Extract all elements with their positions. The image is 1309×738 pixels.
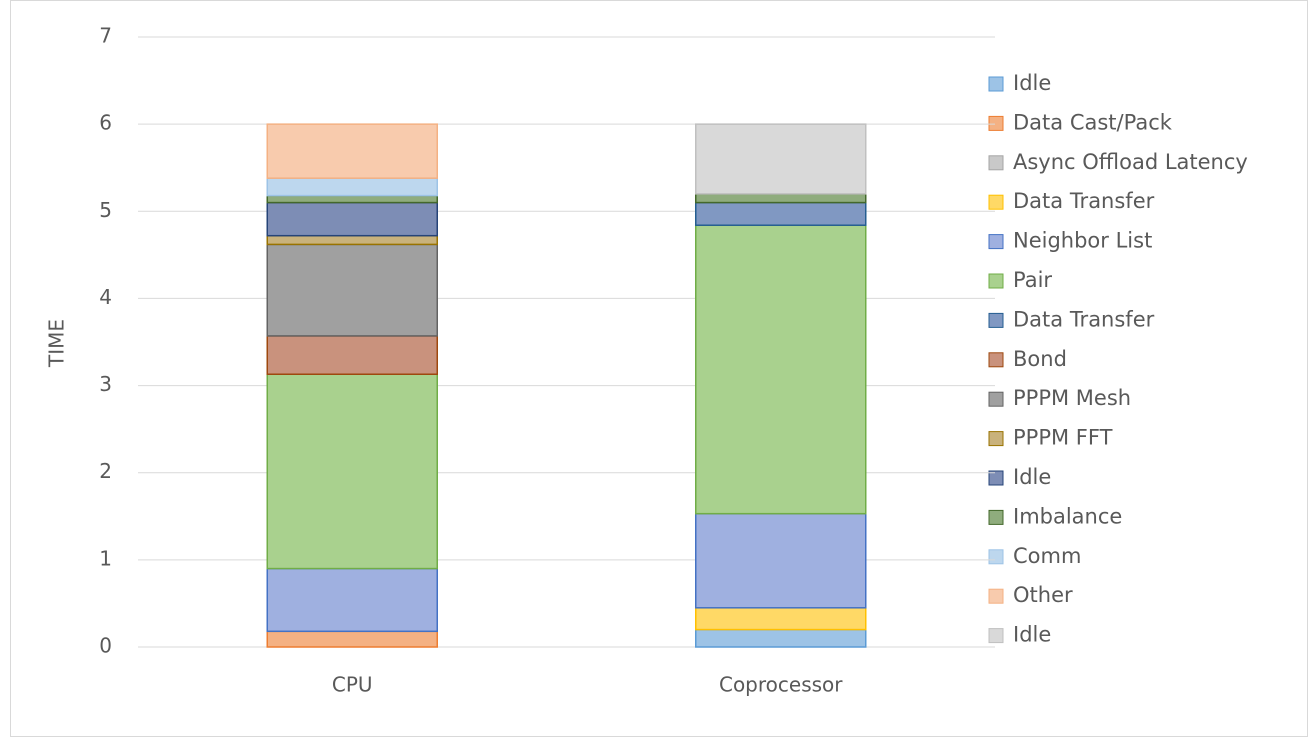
y-tick-label: 3 bbox=[99, 372, 112, 396]
bar-segment bbox=[695, 201, 867, 226]
chart-border bbox=[10, 0, 1308, 737]
x-tick-label: Coprocessor bbox=[719, 673, 843, 697]
legend-swatch bbox=[988, 76, 1004, 92]
y-tick-label: 1 bbox=[99, 546, 112, 570]
legend-label: Async Offload Latency bbox=[1013, 150, 1248, 174]
bar-segment bbox=[695, 123, 867, 195]
bar-segment bbox=[266, 373, 438, 570]
legend-label: Pair bbox=[1013, 268, 1052, 292]
bar-segment bbox=[695, 224, 867, 515]
bar-segment bbox=[266, 567, 438, 633]
bar-segment bbox=[266, 243, 438, 337]
legend-label: Other bbox=[1013, 583, 1073, 607]
bar-segment bbox=[266, 201, 438, 237]
legend-label: Comm bbox=[1013, 544, 1081, 568]
legend-swatch bbox=[988, 194, 1004, 210]
legend-swatch bbox=[988, 470, 1004, 486]
legend-swatch bbox=[988, 115, 1004, 131]
legend-swatch bbox=[988, 273, 1004, 289]
bar-segment bbox=[266, 234, 438, 246]
bar-segment bbox=[266, 630, 438, 648]
legend-label: Neighbor List bbox=[1013, 229, 1152, 253]
bar-segment bbox=[266, 123, 438, 179]
legend-swatch bbox=[988, 312, 1004, 328]
bar-segment bbox=[695, 607, 867, 631]
legend-swatch bbox=[988, 588, 1004, 604]
bar-segment bbox=[266, 177, 438, 197]
y-tick-label: 7 bbox=[99, 24, 112, 48]
y-axis-label: TIME bbox=[45, 319, 69, 368]
y-tick-label: 5 bbox=[99, 198, 112, 222]
y-tick-label: 2 bbox=[99, 459, 112, 483]
bar-segment bbox=[695, 512, 867, 609]
legend-swatch bbox=[988, 352, 1004, 368]
legend-label: Bond bbox=[1013, 347, 1067, 371]
legend-swatch bbox=[988, 391, 1004, 407]
legend-label: PPPM Mesh bbox=[1013, 386, 1131, 410]
x-tick-label: CPU bbox=[332, 673, 373, 697]
legend-label: Idle bbox=[1013, 623, 1051, 647]
legend-swatch bbox=[988, 234, 1004, 250]
legend-label: Data Cast/Pack bbox=[1013, 110, 1173, 134]
y-tick-label: 0 bbox=[99, 634, 112, 658]
bar-segment bbox=[695, 193, 867, 204]
legend-swatch bbox=[988, 155, 1004, 171]
bar-segment bbox=[266, 335, 438, 375]
legend-swatch bbox=[988, 549, 1004, 565]
legend: Idle Data Cast/Pack Async Offload Latency D… bbox=[988, 71, 1248, 647]
y-tick-label: 6 bbox=[99, 111, 112, 135]
y-tick-label: 4 bbox=[99, 285, 112, 309]
bar-segment bbox=[266, 194, 438, 204]
bar-segment bbox=[695, 628, 867, 648]
legend-label: Data Transfer bbox=[1013, 189, 1155, 213]
legend-label: Imbalance bbox=[1013, 504, 1122, 528]
legend-label: Data Transfer bbox=[1013, 307, 1155, 331]
legend-label: Idle bbox=[1013, 71, 1051, 95]
legend-label: PPPM FFT bbox=[1013, 426, 1113, 450]
legend-swatch bbox=[988, 628, 1004, 644]
legend-swatch bbox=[988, 431, 1004, 447]
legend-label: Idle bbox=[1013, 465, 1051, 489]
legend-swatch bbox=[988, 509, 1004, 525]
